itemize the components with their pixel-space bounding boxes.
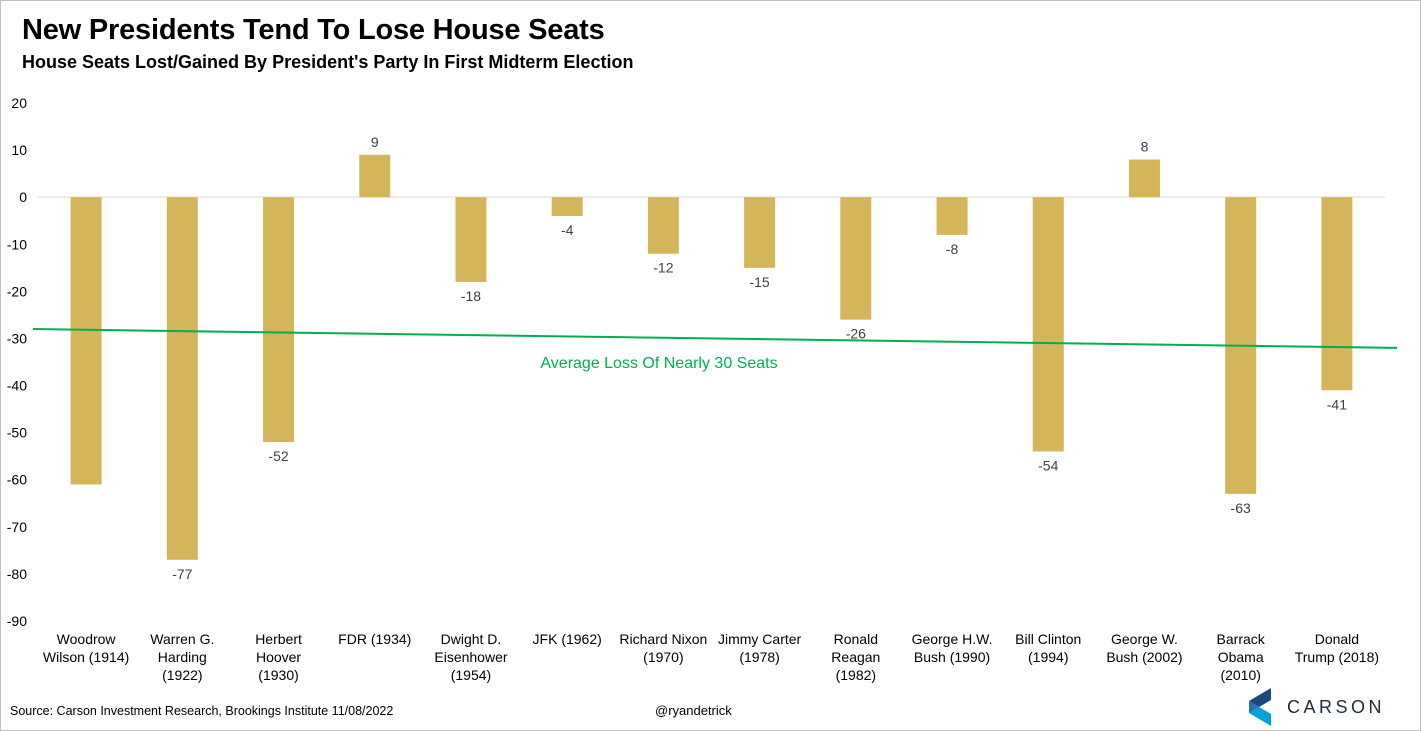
category-label: Trump (2018)	[1295, 649, 1379, 665]
y-tick-label: -10	[7, 236, 27, 252]
category-label: Harding	[158, 649, 207, 665]
category-label: Dwight D.	[441, 631, 502, 647]
category-label: Bill Clinton	[1015, 631, 1081, 647]
y-tick-label: -50	[7, 425, 27, 441]
y-tick-label: 20	[11, 95, 27, 111]
bar	[263, 197, 295, 443]
category-label: (1922)	[162, 667, 202, 683]
category-label: Donald	[1315, 631, 1359, 647]
category-label: Herbert	[255, 631, 302, 647]
trendline-label: Average Loss Of Nearly 30 Seats	[540, 355, 777, 372]
carson-logo-text: CARSON	[1287, 696, 1386, 717]
category-label: Hoover	[256, 649, 301, 665]
category-label: (2010)	[1220, 667, 1260, 683]
category-label: George W.	[1111, 631, 1178, 647]
category-label: JFK (1962)	[533, 631, 602, 647]
y-tick-label: 10	[11, 142, 27, 158]
author-handle: @ryandetrick	[655, 703, 732, 718]
category-label: (1982)	[836, 667, 876, 683]
category-label: Jimmy Carter	[718, 631, 802, 647]
data-label: -26	[846, 326, 866, 342]
category-label: (1994)	[1028, 649, 1068, 665]
category-label: Woodrow	[57, 631, 117, 647]
category-label: Bush (2002)	[1106, 649, 1182, 665]
bar	[1321, 197, 1353, 391]
data-label: -15	[749, 274, 769, 290]
bar	[1032, 197, 1064, 452]
data-label: -54	[1038, 457, 1058, 473]
category-label: Eisenhower	[434, 649, 507, 665]
data-label: -8	[946, 241, 959, 257]
bar	[70, 197, 102, 485]
data-label: 8	[1141, 139, 1149, 155]
y-tick-label: -30	[7, 330, 27, 346]
y-tick-label: -60	[7, 472, 27, 488]
y-tick-label: -90	[7, 613, 27, 629]
data-label: -12	[653, 260, 673, 276]
source-note: Source: Carson Investment Research, Broo…	[10, 704, 394, 718]
bar	[744, 197, 776, 268]
bar	[359, 154, 391, 198]
data-label: -18	[461, 288, 481, 304]
chart-subtitle: House Seats Lost/Gained By President's P…	[22, 52, 634, 72]
y-tick-label: -40	[7, 378, 27, 394]
data-label: -52	[268, 448, 288, 464]
bar	[455, 197, 487, 282]
category-label: George H.W.	[912, 631, 993, 647]
y-tick-label: -20	[7, 283, 27, 299]
data-label: -41	[1327, 396, 1347, 412]
data-label: 9	[371, 134, 379, 150]
y-tick-label: -80	[7, 566, 27, 582]
category-label: Reagan	[831, 649, 880, 665]
carson-logo: CARSON	[1249, 688, 1385, 726]
category-label: Obama	[1218, 649, 1264, 665]
bar	[840, 197, 872, 320]
data-label: -63	[1231, 500, 1251, 516]
y-tick-label: 0	[19, 189, 27, 205]
chart-title: New Presidents Tend To Lose House Seats	[22, 14, 605, 46]
bar	[1128, 159, 1160, 198]
y-tick-label: -70	[7, 519, 27, 535]
category-label: Bush (1990)	[914, 649, 990, 665]
category-label: Ronald	[834, 631, 878, 647]
data-label: -77	[172, 566, 192, 582]
average-trendline	[32, 328, 1398, 349]
data-label: -4	[561, 222, 574, 238]
category-label: (1954)	[451, 667, 491, 683]
category-label: FDR (1934)	[338, 631, 411, 647]
category-label: Warren G.	[150, 631, 214, 647]
bar	[166, 197, 198, 560]
category-label: Richard Nixon	[619, 631, 707, 647]
category-label: Wilson (1914)	[43, 649, 129, 665]
bar	[936, 197, 968, 235]
category-label: Barrack	[1217, 631, 1266, 647]
category-label: (1970)	[643, 649, 683, 665]
category-label: (1930)	[258, 667, 298, 683]
bar	[551, 197, 583, 217]
bar	[647, 197, 679, 254]
category-label: (1978)	[739, 649, 779, 665]
carson-logo-icon	[1249, 688, 1271, 726]
